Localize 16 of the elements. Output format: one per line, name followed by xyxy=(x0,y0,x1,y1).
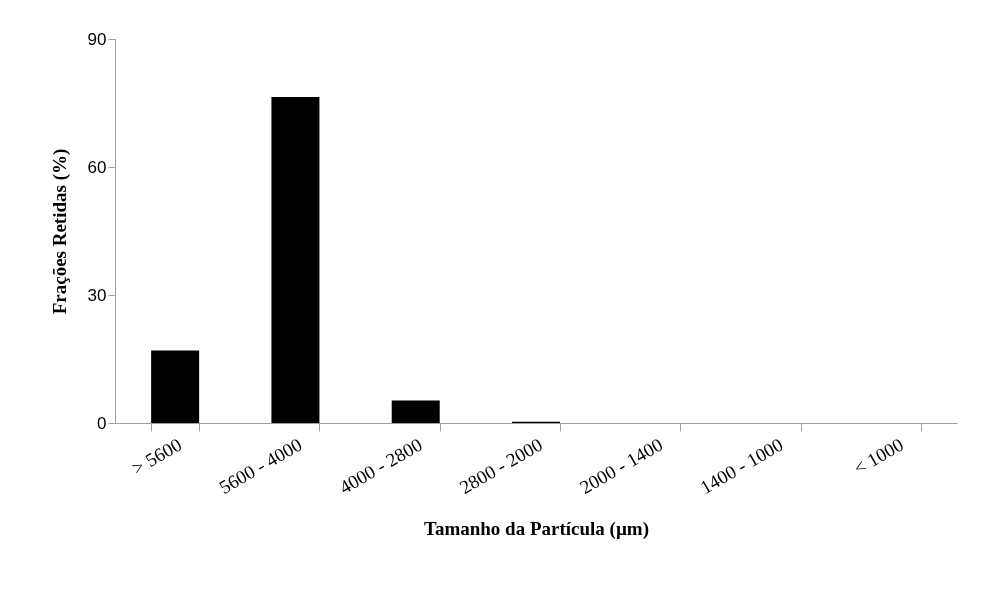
y-tick-label: 60 xyxy=(87,157,107,177)
x-tick-label: 2800 - 2000 xyxy=(455,433,546,498)
bar xyxy=(151,350,200,423)
x-tick-label: > 5600 xyxy=(128,433,186,479)
x-axis-title: Tamanho da Partícula (µm) xyxy=(423,517,650,540)
x-tick-label: 5600 - 4000 xyxy=(215,433,306,498)
x-tick-label: 4000 - 2800 xyxy=(335,433,426,498)
y-axis-title: Frações Retidas (%) xyxy=(48,148,71,315)
y-tick-label: 30 xyxy=(87,285,107,305)
y-tick-label: 0 xyxy=(97,413,107,433)
x-tick-label: < 1000 xyxy=(850,433,907,479)
bar xyxy=(391,400,440,423)
bar xyxy=(271,97,320,423)
x-tick-label: 1400 - 1000 xyxy=(696,433,787,498)
y-tick-label: 90 xyxy=(87,29,107,49)
x-tick-label: 2000 - 1400 xyxy=(576,433,667,498)
